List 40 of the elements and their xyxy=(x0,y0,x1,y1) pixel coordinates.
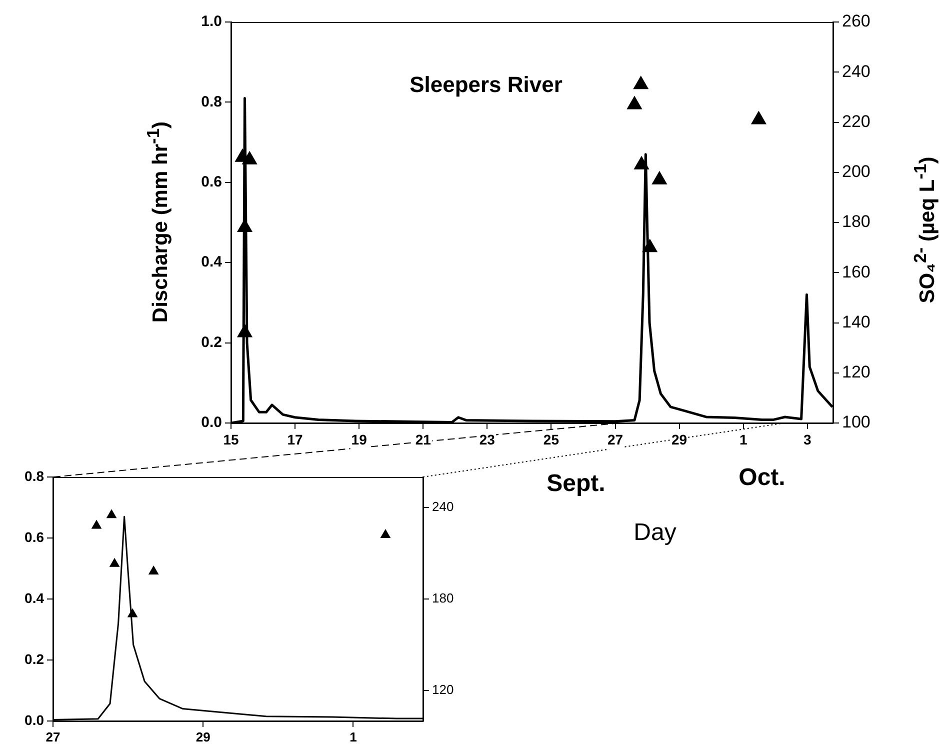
y-tick-label: 0.2 xyxy=(24,650,44,667)
y2-tick-label: 160 xyxy=(842,262,870,282)
y2-tick-label: 180 xyxy=(432,590,454,606)
x-tick-label: 3 xyxy=(803,431,812,448)
y-tick-label: 0.0 xyxy=(24,712,44,728)
x-tick-label: 27 xyxy=(46,729,60,744)
x-tick-label: 17 xyxy=(287,431,304,448)
x-tick-label: 1 xyxy=(739,431,748,448)
y2-tick-label: 120 xyxy=(432,682,454,698)
y-tick-label: 0.4 xyxy=(24,590,44,606)
y-tick-label: 0.6 xyxy=(24,528,44,545)
y2-tick-label: 200 xyxy=(842,162,870,182)
x-tick-label: 19 xyxy=(351,431,368,448)
x-tick-label: 1 xyxy=(350,729,357,744)
y2-tick-label: 260 xyxy=(842,12,870,31)
text: Sept. xyxy=(546,470,606,497)
x-tick-label: 25 xyxy=(543,431,560,448)
x-tick-label: 27 xyxy=(607,431,624,448)
x-tick-label: 29 xyxy=(196,729,210,744)
y-tick-label: 0.8 xyxy=(24,468,44,484)
text: Oct. xyxy=(738,464,786,491)
y2-tick-label: 100 xyxy=(842,412,870,432)
y-tick-label: 0.0 xyxy=(201,414,222,432)
text: Sleepers River xyxy=(410,72,562,97)
y-tick-label: 0.6 xyxy=(201,174,222,191)
y2-tick-label: 120 xyxy=(842,362,870,382)
x-tick-label: 29 xyxy=(672,431,688,448)
x-tick-label: 15 xyxy=(223,431,239,448)
y2-tick-label: 180 xyxy=(842,212,870,232)
y-tick-label: 0.4 xyxy=(201,254,223,271)
x-tick-label: 23 xyxy=(479,431,496,448)
y2-tick-label: 220 xyxy=(842,112,870,131)
y2-tick-label: 240 xyxy=(432,499,454,514)
y2-tick-label: 140 xyxy=(842,312,870,332)
x-tick-label: 21 xyxy=(415,431,432,448)
x-axis-title: Day xyxy=(634,519,676,546)
y-tick-label: 0.8 xyxy=(201,93,222,110)
y2-tick-label: 240 xyxy=(842,62,870,81)
y-tick-label: 0.2 xyxy=(201,334,222,351)
y-tick-label: 1.0 xyxy=(201,13,222,30)
